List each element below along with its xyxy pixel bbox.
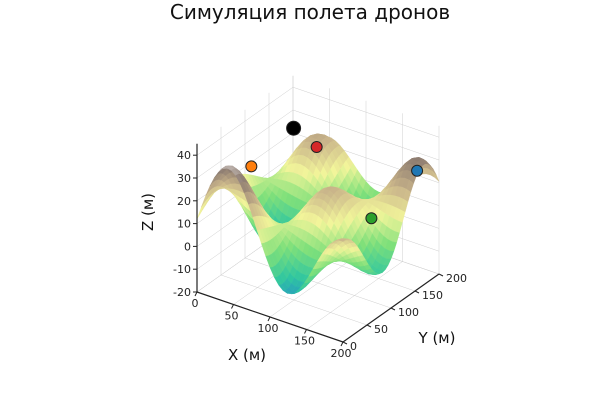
x-tick-label: 150: [294, 335, 315, 348]
y-tick-label: 100: [398, 306, 419, 319]
drone-marker: [365, 212, 378, 225]
y-tick-label: 50: [374, 323, 388, 336]
y-tick-mark: [438, 273, 444, 277]
drone-marker: [286, 120, 302, 136]
x-tick-label: 50: [225, 310, 239, 323]
drones-layer: [245, 120, 424, 225]
surface-patch: [338, 238, 347, 242]
z-tick-label: 40: [177, 149, 191, 162]
x-tick-mark: [231, 304, 234, 309]
grid-line: [306, 261, 403, 330]
y-tick-label: 0: [350, 340, 357, 353]
drone-marker: [245, 160, 258, 173]
surface-patch: [196, 202, 205, 220]
z-tick-label: -20: [173, 286, 191, 299]
grid-line: [196, 109, 440, 179]
z-tick-label: 10: [177, 218, 191, 231]
y-tick-mark: [342, 341, 348, 345]
drone-marker: [310, 141, 323, 154]
y-tick-mark: [390, 307, 396, 311]
x-tick-mark: [340, 341, 344, 347]
z-tick-label: 30: [177, 172, 191, 185]
x-tick-label: 100: [258, 322, 279, 335]
z-tick-label: 20: [177, 195, 191, 208]
y-tick-label: 150: [422, 289, 443, 302]
y-tick-label: 200: [446, 272, 467, 285]
x-tick-mark: [267, 316, 271, 322]
chart-title: Симуляция полета дронов: [170, 0, 450, 24]
z-axis-label: Z (м): [139, 193, 157, 231]
y-tick-mark: [366, 324, 372, 328]
x-tick-label: 200: [331, 347, 352, 360]
x-tick-mark: [304, 329, 307, 334]
grid-line: [196, 86, 440, 156]
drone-marker: [411, 164, 424, 177]
surface-layer: [196, 133, 440, 295]
x-tick-mark: [194, 291, 198, 297]
z-tick-label: 0: [184, 240, 191, 253]
x-tick-label: 0: [192, 297, 199, 310]
x-axis-label: X (м): [228, 346, 266, 364]
y-axis-label: Y (м): [418, 329, 456, 347]
y-tick-mark: [414, 290, 420, 294]
z-tick-label: -10: [173, 263, 191, 276]
